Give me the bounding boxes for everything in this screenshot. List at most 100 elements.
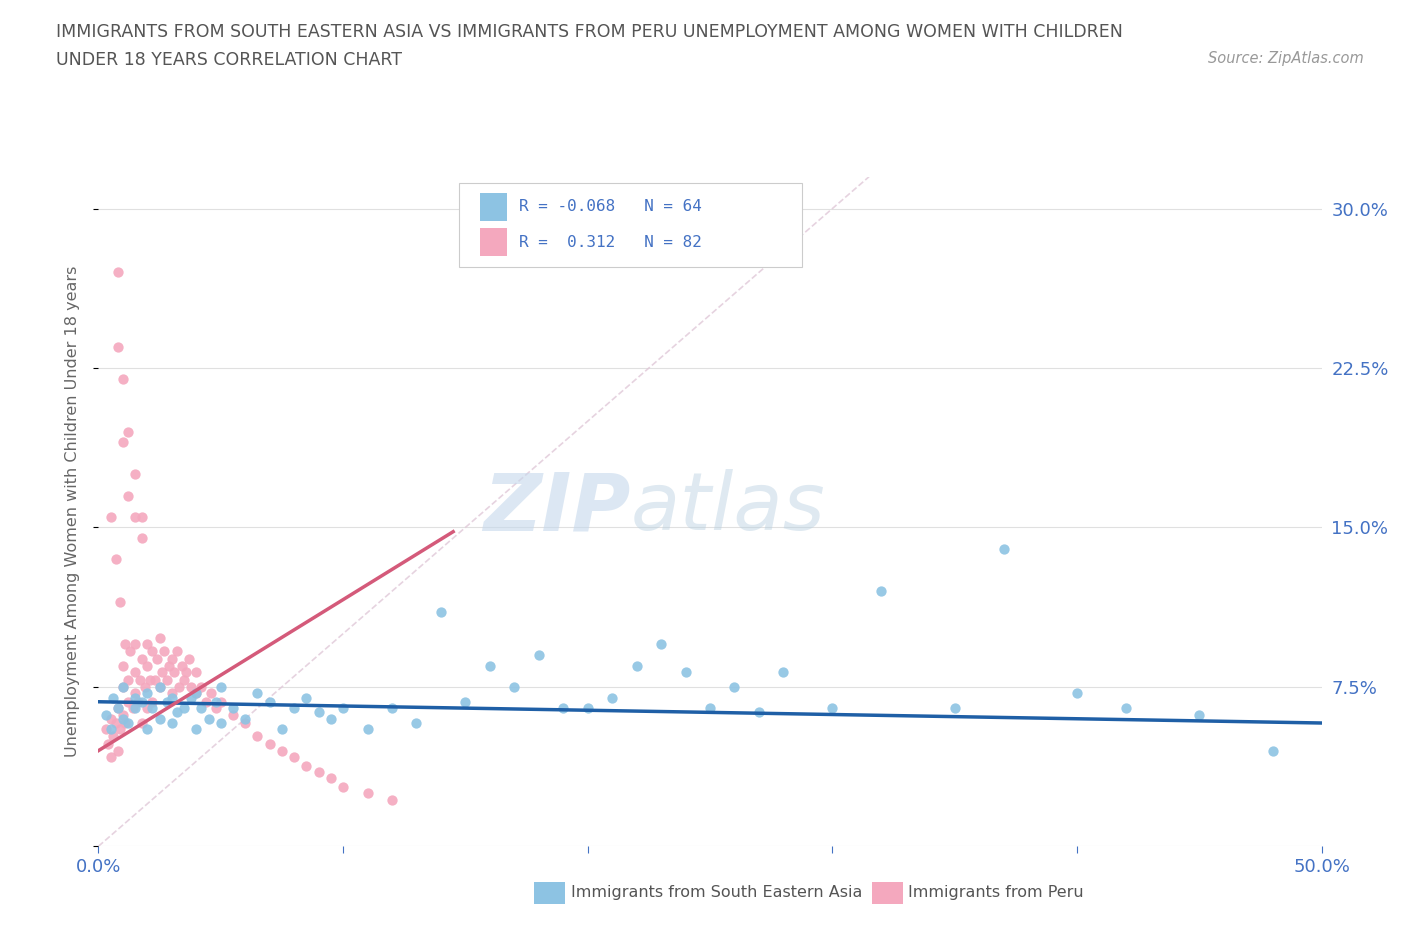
Point bbox=[356, 722, 378, 737]
Point bbox=[146, 652, 169, 667]
Point bbox=[478, 658, 501, 673]
Point bbox=[134, 680, 156, 695]
Point bbox=[131, 715, 153, 730]
Point bbox=[167, 680, 190, 695]
Point bbox=[111, 707, 134, 722]
Point bbox=[993, 541, 1015, 556]
Point bbox=[107, 265, 129, 280]
Point bbox=[163, 665, 186, 680]
Point bbox=[205, 695, 228, 710]
Point bbox=[136, 637, 159, 652]
Point bbox=[186, 685, 208, 700]
Point bbox=[111, 711, 134, 726]
Point bbox=[149, 631, 172, 645]
Point bbox=[160, 690, 183, 705]
Point bbox=[107, 700, 129, 715]
Point bbox=[160, 652, 183, 667]
Point bbox=[136, 658, 159, 673]
Text: IMMIGRANTS FROM SOUTH EASTERN ASIA VS IMMIGRANTS FROM PERU UNEMPLOYMENT AMONG WO: IMMIGRANTS FROM SOUTH EASTERN ASIA VS IM… bbox=[56, 23, 1123, 41]
Text: R = -0.068   N = 64: R = -0.068 N = 64 bbox=[519, 199, 702, 214]
Point bbox=[186, 722, 208, 737]
Point bbox=[121, 700, 143, 715]
Text: Immigrants from Peru: Immigrants from Peru bbox=[908, 885, 1084, 900]
Point bbox=[295, 758, 318, 773]
Text: Immigrants from South Eastern Asia: Immigrants from South Eastern Asia bbox=[571, 885, 862, 900]
Point bbox=[870, 584, 893, 599]
Point bbox=[259, 695, 281, 710]
Point bbox=[723, 680, 745, 695]
Point bbox=[381, 792, 404, 807]
Point bbox=[233, 711, 256, 726]
Point bbox=[94, 707, 117, 722]
Point bbox=[160, 715, 183, 730]
Point bbox=[139, 673, 162, 688]
Point bbox=[124, 510, 146, 525]
Point bbox=[381, 700, 404, 715]
Point bbox=[101, 690, 124, 705]
Point bbox=[117, 488, 139, 503]
Point bbox=[143, 673, 166, 688]
Point bbox=[117, 695, 139, 710]
Point bbox=[295, 690, 318, 705]
Point bbox=[190, 680, 212, 695]
Point bbox=[186, 685, 208, 700]
Point bbox=[114, 715, 136, 730]
Point bbox=[107, 339, 129, 354]
Point bbox=[150, 665, 173, 680]
Point bbox=[222, 700, 245, 715]
Point bbox=[197, 711, 219, 726]
Point bbox=[1261, 743, 1284, 758]
Point bbox=[190, 700, 212, 715]
Point bbox=[748, 705, 770, 720]
Point bbox=[107, 700, 129, 715]
Point bbox=[180, 680, 202, 695]
Point bbox=[308, 764, 330, 779]
Point bbox=[94, 722, 117, 737]
Text: ZIP: ZIP bbox=[484, 469, 630, 547]
Point bbox=[120, 644, 142, 658]
Point bbox=[246, 685, 269, 700]
Point bbox=[675, 665, 697, 680]
Point bbox=[772, 665, 794, 680]
Point bbox=[270, 743, 294, 758]
Point bbox=[173, 673, 195, 688]
Point bbox=[124, 685, 146, 700]
Point bbox=[157, 658, 180, 673]
Point bbox=[332, 779, 354, 794]
Y-axis label: Unemployment Among Women with Children Under 18 years: Unemployment Among Women with Children U… bbox=[65, 266, 80, 757]
Point bbox=[527, 647, 550, 662]
Point bbox=[111, 658, 134, 673]
Point bbox=[270, 722, 294, 737]
Point bbox=[127, 695, 149, 710]
Point bbox=[149, 680, 172, 695]
Point bbox=[246, 728, 269, 743]
Point bbox=[117, 673, 139, 688]
Point bbox=[1066, 685, 1088, 700]
Point bbox=[308, 705, 330, 720]
Point bbox=[149, 711, 172, 726]
Point bbox=[104, 551, 127, 566]
Point bbox=[141, 644, 163, 658]
Text: Source: ZipAtlas.com: Source: ZipAtlas.com bbox=[1208, 51, 1364, 66]
Point bbox=[131, 695, 153, 710]
FancyBboxPatch shape bbox=[460, 183, 801, 267]
Point bbox=[160, 685, 183, 700]
Point bbox=[173, 700, 195, 715]
Point bbox=[177, 652, 200, 667]
Point bbox=[131, 531, 153, 546]
Point bbox=[600, 690, 623, 705]
Point bbox=[111, 371, 134, 386]
Point bbox=[626, 658, 648, 673]
Point bbox=[356, 786, 378, 801]
Point bbox=[166, 705, 188, 720]
Point bbox=[124, 467, 146, 482]
Point bbox=[131, 652, 153, 667]
Point bbox=[131, 510, 153, 525]
Point bbox=[170, 658, 193, 673]
Bar bbox=[479, 193, 508, 221]
Point bbox=[141, 695, 163, 710]
Point bbox=[259, 737, 281, 751]
Point bbox=[114, 637, 136, 652]
Point bbox=[136, 685, 159, 700]
Point bbox=[222, 707, 245, 722]
